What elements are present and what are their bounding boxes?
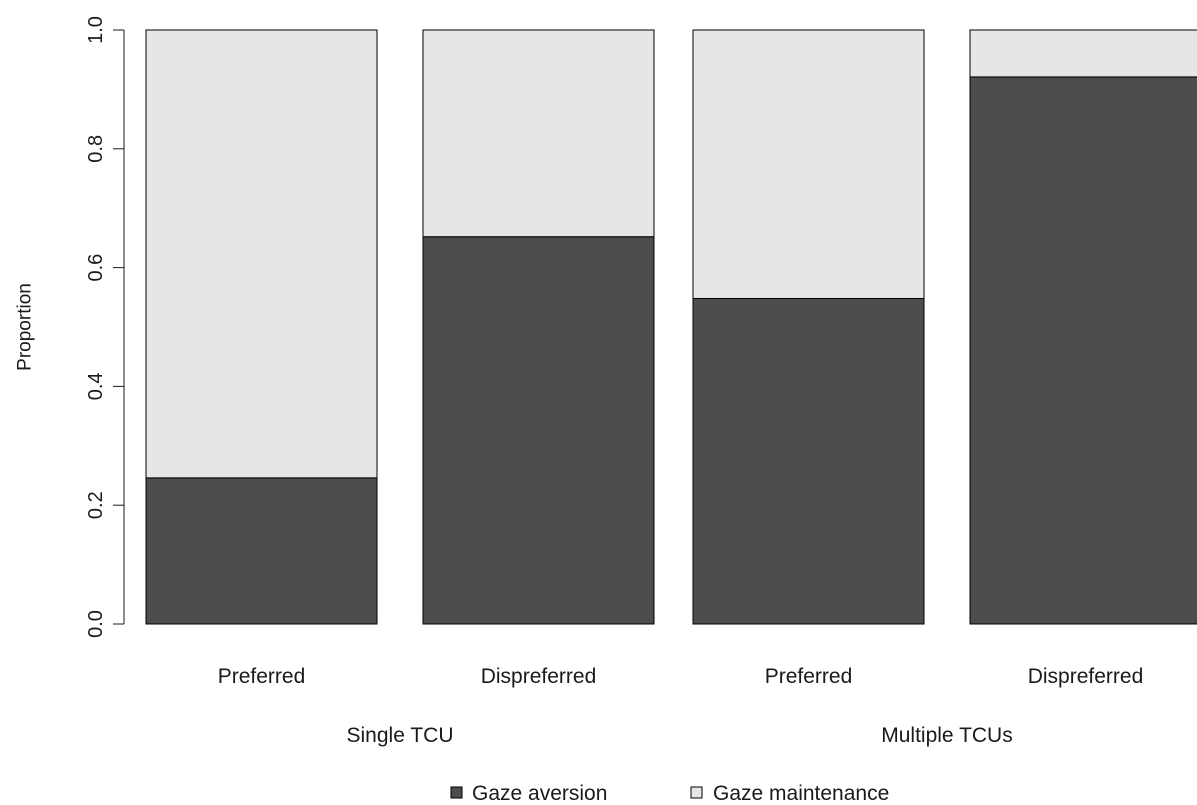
legend-swatch: [690, 786, 703, 799]
y-tick-label: 1.0: [85, 16, 107, 44]
bars: [145, 29, 1197, 625]
bar-segment-gaze-maintenance: [969, 29, 1197, 78]
legend: Gaze aversion Gaze maintenance: [450, 782, 889, 805]
y-tick-label: 0.6: [85, 254, 107, 282]
x-category-label: Dispreferred: [481, 665, 597, 688]
bar-segment-gaze-aversion: [692, 297, 925, 625]
group-labels: Single TCU Multiple TCUs: [347, 724, 1013, 747]
bar-segment-gaze-aversion: [145, 477, 378, 625]
bar-segment-gaze-maintenance: [422, 29, 655, 238]
group-label: Multiple TCUs: [881, 724, 1012, 747]
legend-swatch: [450, 786, 463, 799]
y-axis: 0.0 0.2 0.4 0.6 0.8 1.0 Proportion: [15, 16, 125, 638]
bar-segment-gaze-maintenance: [145, 29, 378, 479]
x-category-label: Preferred: [765, 665, 853, 688]
y-tick-label: 0.2: [85, 491, 107, 519]
group-label: Single TCU: [347, 724, 454, 747]
y-tick-label: 0.8: [85, 135, 107, 163]
y-tick-label: 0.4: [85, 372, 107, 400]
y-axis-title: Proportion: [15, 283, 36, 371]
x-axis-labels: Preferred Dispreferred Preferred Dispreferr…: [218, 665, 1144, 688]
legend-label: Gaze maintenance: [713, 782, 889, 805]
x-category-label: Preferred: [218, 665, 306, 688]
bar-segment-gaze-aversion: [422, 236, 655, 625]
x-category-label: Dispreferred: [1028, 665, 1144, 688]
y-tick-label: 0.0: [85, 610, 107, 638]
bar-segment-gaze-aversion: [969, 76, 1197, 625]
bar-segment-gaze-maintenance: [692, 29, 925, 299]
legend-label: Gaze aversion: [472, 782, 607, 805]
